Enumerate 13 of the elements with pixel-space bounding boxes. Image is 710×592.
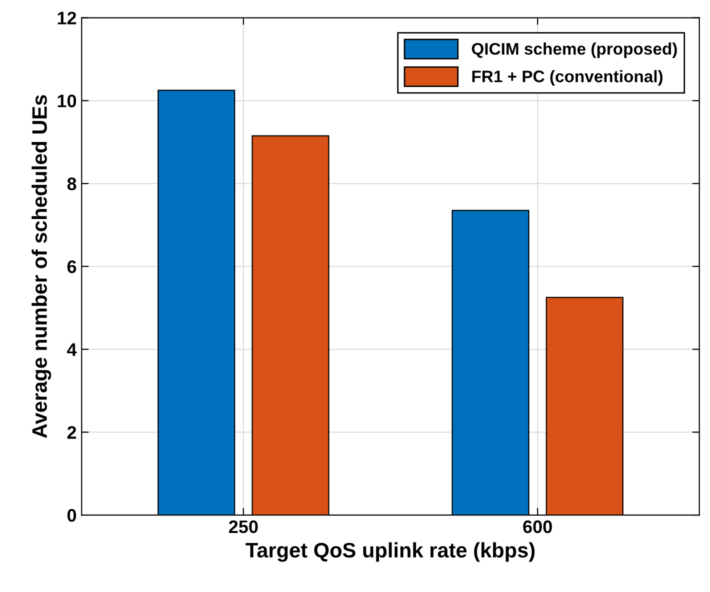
- x-tick-label: 600: [523, 520, 552, 534]
- y-axis-title: Average number of scheduled UEs: [32, 95, 52, 438]
- y-tick-label: 0: [67, 508, 76, 522]
- legend-label: QICIM scheme (proposed): [472, 42, 677, 58]
- y-tick-label: 6: [67, 260, 76, 274]
- y-tick-label: 2: [67, 426, 76, 439]
- legend-label: FR1 + PC (conventional): [472, 70, 663, 86]
- y-tick-label: 8: [67, 177, 76, 190]
- y-tick-label: 12: [58, 12, 76, 24]
- x-tick-label: 250: [228, 520, 258, 534]
- y-tick-label: 4: [67, 343, 77, 356]
- y-tick-label: 10: [58, 94, 76, 108]
- x-axis-title: Target QoS uplink rate (kbps): [246, 542, 535, 562]
